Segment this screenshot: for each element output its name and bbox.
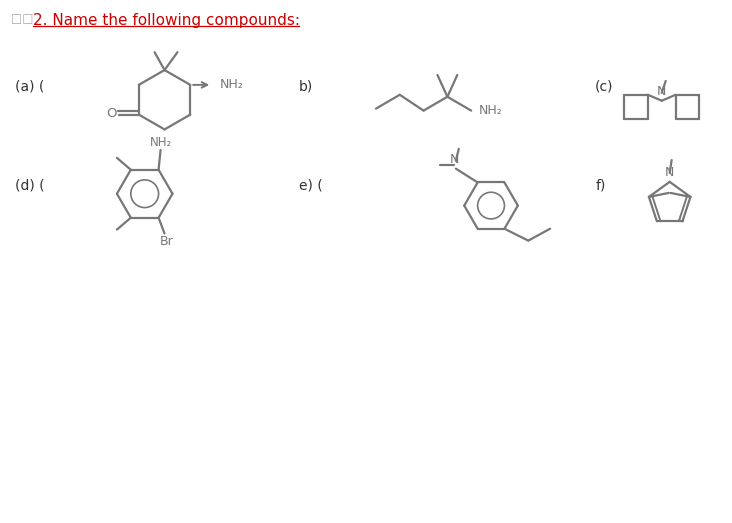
Text: b): b) (299, 80, 313, 94)
Text: N: N (665, 166, 674, 179)
Text: 2. Name the following compounds:: 2. Name the following compounds: (32, 13, 299, 28)
Text: (c): (c) (595, 80, 613, 94)
Text: O: O (107, 107, 117, 120)
Text: Br: Br (160, 235, 173, 248)
Text: NH₂: NH₂ (220, 78, 244, 92)
Text: NH₂: NH₂ (479, 104, 503, 117)
Text: e) (: e) ( (299, 179, 322, 193)
Text: (a) (: (a) ( (15, 80, 44, 94)
Text: N: N (657, 85, 666, 98)
Text: ☐☐: ☐☐ (11, 14, 41, 27)
Text: NH₂: NH₂ (149, 135, 172, 149)
Text: N: N (450, 153, 460, 166)
Text: f): f) (595, 179, 605, 193)
Text: (d) (: (d) ( (15, 179, 45, 193)
